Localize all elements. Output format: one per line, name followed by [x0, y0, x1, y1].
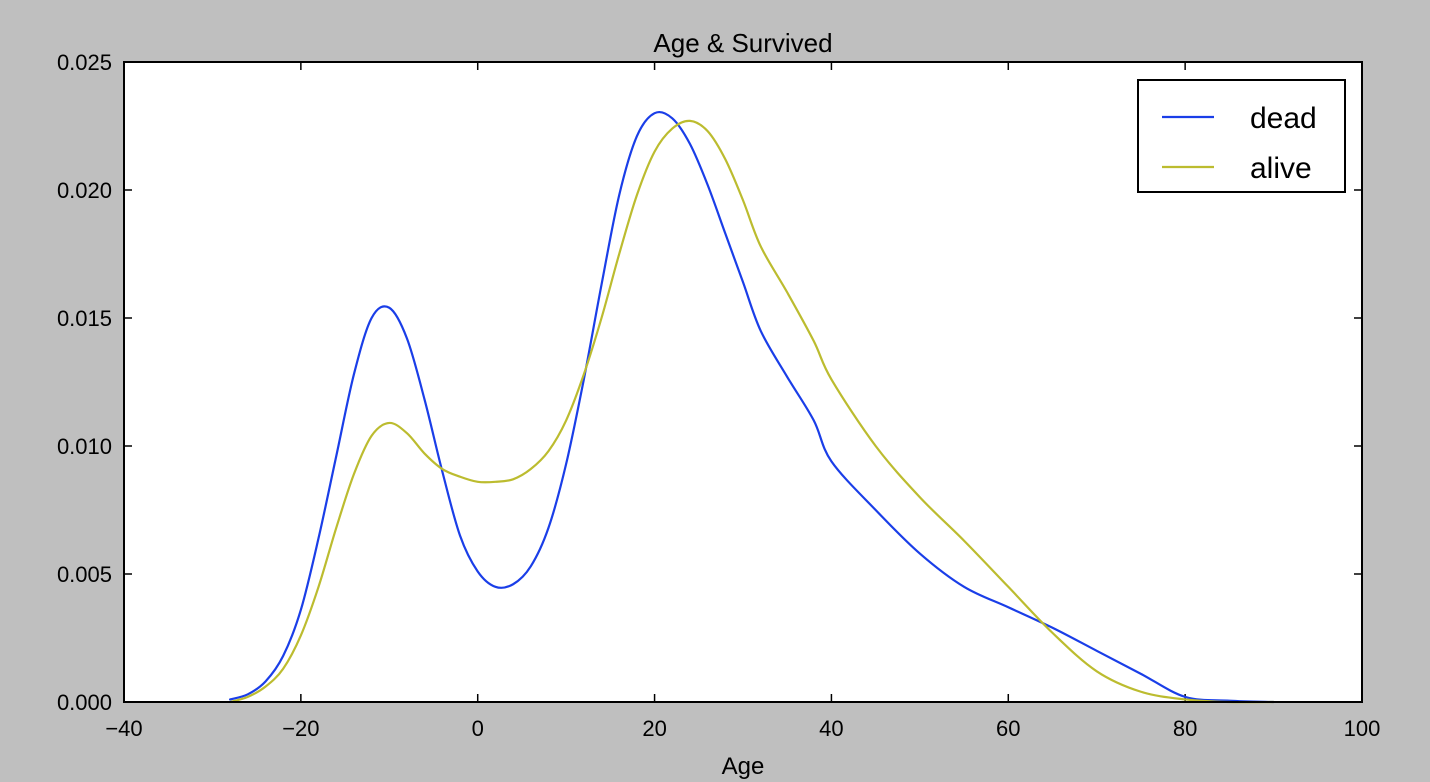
y-tick-label: 0.010	[57, 434, 112, 459]
chart-title: Age & Survived	[653, 28, 832, 58]
x-tick-label: 20	[642, 716, 666, 741]
x-axis-ticks: −40 −20 0 20 40 60 80 100	[105, 62, 1380, 741]
legend-box	[1137, 79, 1346, 193]
series-line-alive	[229, 119, 1275, 704]
y-tick-label: 0.025	[57, 50, 112, 75]
x-tick-label: −40	[105, 716, 142, 741]
series-line-dead	[229, 110, 1275, 704]
y-tick-label: 0.000	[57, 690, 112, 715]
x-tick-label: 100	[1344, 716, 1381, 741]
y-axis-ticks: 0.000 0.005 0.010 0.015 0.020 0.025	[57, 50, 1362, 715]
x-tick-label: 80	[1173, 716, 1197, 741]
x-tick-label: 40	[819, 716, 843, 741]
legend: dead alive	[1137, 79, 1346, 193]
y-tick-label: 0.015	[57, 306, 112, 331]
series-lines	[229, 110, 1275, 704]
legend-label-alive: alive	[1250, 152, 1312, 185]
x-tick-label: −20	[282, 716, 319, 741]
y-tick-label: 0.020	[57, 178, 112, 203]
y-tick-label: 0.005	[57, 562, 112, 587]
plot-frame	[123, 61, 1363, 703]
legend-label-dead: dead	[1250, 102, 1317, 135]
x-axis-label: Age	[722, 753, 765, 780]
x-tick-label: 0	[472, 716, 484, 741]
x-tick-label: 60	[996, 716, 1020, 741]
